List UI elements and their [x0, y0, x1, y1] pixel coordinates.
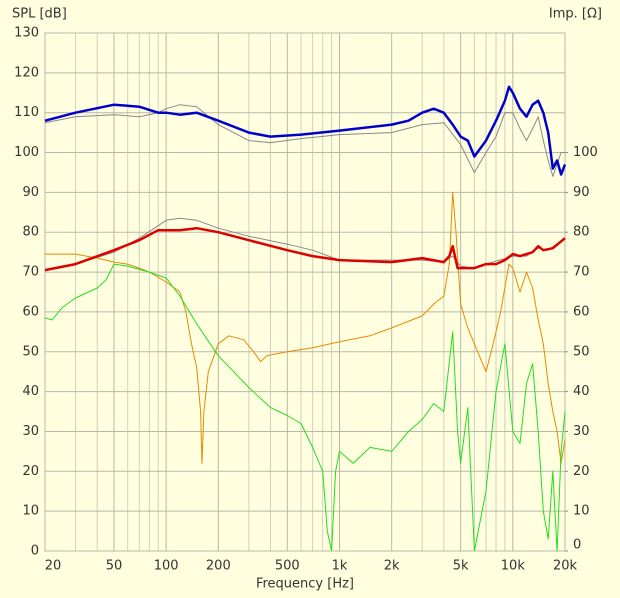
y-axis-label: SPL [dB] [12, 7, 67, 22]
y2-tick-label: 40 [573, 384, 590, 399]
y-tick-label: 60 [22, 304, 39, 319]
y2-tick-label: 70 [573, 265, 590, 280]
series-line [44, 263, 566, 552]
y-tick-label: 100 [14, 145, 39, 160]
series-line [44, 226, 566, 272]
x-tick-label: 5k [453, 559, 469, 574]
y2-tick-label: 20 [573, 464, 590, 479]
x-tick-label: 100 [154, 559, 179, 574]
y-tick-label: 120 [14, 65, 39, 80]
y-tick-label: 40 [22, 384, 39, 399]
y-tick-label: 110 [14, 105, 39, 120]
x-tick-label: 500 [275, 559, 300, 574]
y2-tick-label: 60 [573, 304, 590, 319]
x-tick-label: 2k [384, 559, 400, 574]
y2-tick-label: 100 [573, 145, 598, 160]
y-tick-label: 90 [22, 185, 39, 200]
y-tick-label: 50 [22, 344, 39, 359]
x-tick-label: 1k [332, 559, 348, 574]
x-tick-label: 200 [206, 559, 231, 574]
y-tick-label: 130 [14, 26, 39, 41]
x-tick-label: 20 [45, 559, 62, 574]
x-tick-label: 20k [553, 559, 578, 574]
series-line [44, 104, 565, 177]
y-tick-label: 10 [22, 504, 39, 519]
y2-tick-label: 80 [573, 225, 590, 240]
x-axis-label: Frequency [Hz] [256, 577, 354, 592]
x-tick-label: 10k [501, 559, 526, 574]
plot-area [44, 32, 566, 552]
y2-tick-label: 50 [573, 344, 590, 359]
y-tick-label: 20 [22, 464, 39, 479]
y2-tick-label: 90 [573, 185, 590, 200]
y2-tick-label: 30 [573, 424, 590, 439]
y-tick-label: 30 [22, 424, 39, 439]
y-tick-label: 70 [22, 265, 39, 280]
x-tick-label: 50 [106, 559, 123, 574]
y2-axis-label: Imp. [Ω] [549, 7, 602, 22]
y2-tick-label: 0 [573, 538, 581, 553]
series-line [44, 85, 567, 176]
y-tick-label: 80 [22, 225, 39, 240]
y2-tick-label: 10 [573, 504, 590, 519]
y-tick-label: 0 [31, 544, 39, 559]
